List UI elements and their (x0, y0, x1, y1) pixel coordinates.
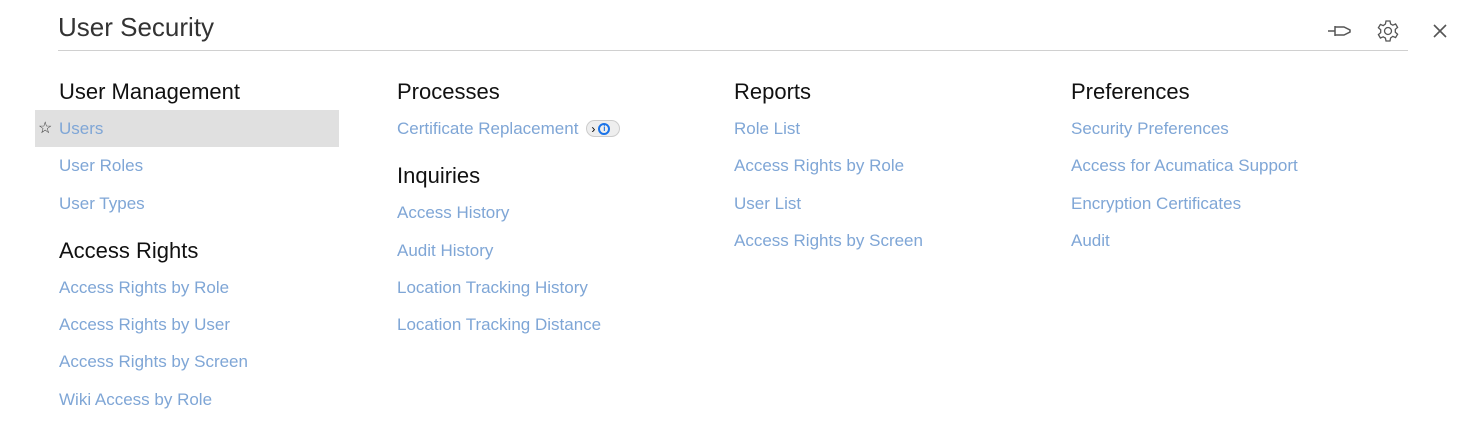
link-audit-history[interactable]: Audit History (397, 240, 494, 260)
link-label: Users (59, 119, 104, 138)
link-label: Certificate Replacement (397, 119, 579, 138)
link-wiki-access-by-role[interactable]: Wiki Access by Role (59, 389, 213, 409)
section-heading: Access Rights (59, 237, 199, 263)
link-access-for-acumatica-support[interactable]: Access for Acumatica Support (1071, 156, 1298, 176)
link-access-rights-by-screen[interactable]: Access Rights by Screen (59, 352, 248, 372)
link-audit[interactable]: Audit (1071, 230, 1110, 250)
link-certificate-replacement[interactable]: Certificate Replacement › i (397, 110, 697, 147)
column-processes: Processes Certificate Replacement › i Inq… (397, 73, 697, 343)
pin-icon (1328, 26, 1351, 36)
link-access-history[interactable]: Access History (397, 203, 510, 223)
column-preferences: Preferences Security Preferences Access … (1071, 73, 1371, 259)
section-heading: Inquiries (397, 163, 481, 189)
page-title: User Security (58, 12, 215, 42)
link-encryption-certificates[interactable]: Encryption Certificates (1071, 193, 1242, 213)
link-security-preferences[interactable]: Security Preferences (1071, 119, 1229, 138)
extension-badge[interactable]: › i (586, 120, 621, 138)
link-users[interactable]: ☆ Users (35, 110, 339, 148)
section-heading: Preferences (1071, 79, 1190, 104)
header-divider (58, 50, 1408, 51)
column-user-management: User Management ☆ Users User Roles User … (35, 73, 359, 418)
link-location-tracking-history[interactable]: Location Tracking History (397, 277, 588, 297)
link-role-list[interactable]: Role List (734, 119, 801, 138)
pin-button[interactable] (1327, 18, 1353, 44)
link-access-rights-by-role[interactable]: Access Rights by Role (59, 277, 230, 297)
close-button[interactable] (1427, 18, 1453, 44)
column-reports: Reports Role List Access Rights by Role … (734, 73, 1034, 259)
star-icon[interactable]: ☆ (38, 120, 53, 137)
link-user-list[interactable]: User List (734, 193, 802, 213)
link-location-tracking-distance[interactable]: Location Tracking Distance (397, 315, 602, 335)
section-heading: Processes (397, 79, 500, 104)
chevron-right-icon: › (591, 121, 596, 136)
link-access-rights-by-user[interactable]: Access Rights by User (59, 315, 230, 335)
link-user-roles[interactable]: User Roles (59, 156, 144, 176)
link-access-rights-by-role[interactable]: Access Rights by Role (734, 156, 905, 176)
section-heading: User Management (59, 79, 240, 104)
section-heading: Reports (734, 79, 812, 104)
gear-icon (1377, 20, 1399, 42)
info-icon: i (598, 122, 611, 135)
close-icon (1433, 24, 1447, 38)
link-access-rights-by-screen[interactable]: Access Rights by Screen (734, 230, 923, 250)
settings-button[interactable] (1375, 18, 1401, 44)
link-user-types[interactable]: User Types (59, 193, 145, 213)
